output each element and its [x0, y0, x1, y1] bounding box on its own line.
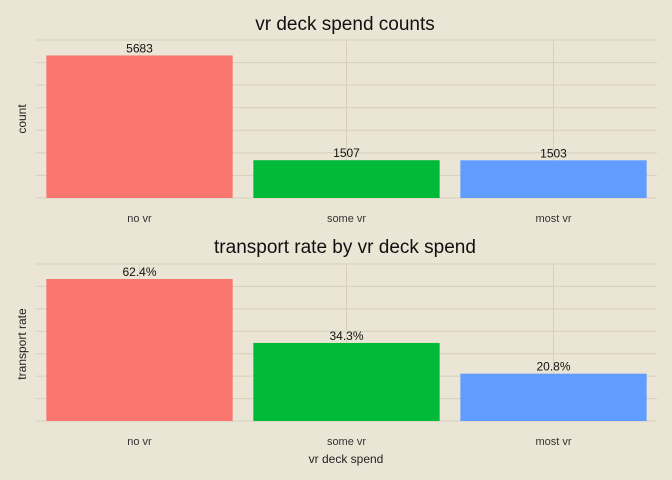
bar-no-vr — [46, 279, 233, 421]
chart-title: transport rate by vr deck spend — [214, 237, 476, 258]
y-axis-label: count — [15, 104, 29, 134]
x-tick-label: most vr — [535, 213, 571, 225]
bar-value-label: 5683 — [126, 41, 153, 55]
y-axis-label: transport rate — [15, 308, 29, 380]
bar-no-vr — [46, 55, 233, 198]
bars — [46, 279, 647, 421]
x-tick-label: most vr — [535, 436, 571, 448]
bar-most-vr — [460, 373, 647, 421]
bar-value-label: 34.3% — [329, 329, 363, 343]
bar-value-label: 1507 — [333, 146, 360, 160]
bar-value-label: 20.8% — [536, 360, 570, 374]
bar-value-label: 1503 — [540, 146, 567, 160]
x-tick-label: no vr — [127, 436, 152, 448]
x-tick-label: no vr — [127, 213, 152, 225]
bar-labels: 62.4% 34.3% 20.8% — [122, 265, 570, 374]
panel-transport-rate: transport rate by vr deck spend transpor… — [15, 237, 657, 466]
bar-value-label: 62.4% — [122, 265, 156, 279]
bar-most-vr — [460, 160, 647, 198]
x-tick-label: some vr — [327, 436, 366, 448]
x-tick-labels: no vr some vr most vr — [127, 436, 572, 448]
x-tick-label: some vr — [327, 213, 366, 225]
x-axis-label: vr deck spend — [309, 452, 384, 466]
bar-some-vr — [253, 160, 440, 198]
bar-labels: 5683 1507 1503 — [126, 41, 567, 160]
x-tick-labels: no vr some vr most vr — [127, 213, 572, 225]
bars — [46, 55, 647, 198]
chart-title: vr deck spend counts — [255, 14, 435, 35]
bar-some-vr — [253, 342, 440, 421]
